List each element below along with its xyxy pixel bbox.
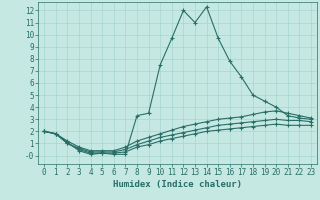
X-axis label: Humidex (Indice chaleur): Humidex (Indice chaleur)	[113, 180, 242, 189]
